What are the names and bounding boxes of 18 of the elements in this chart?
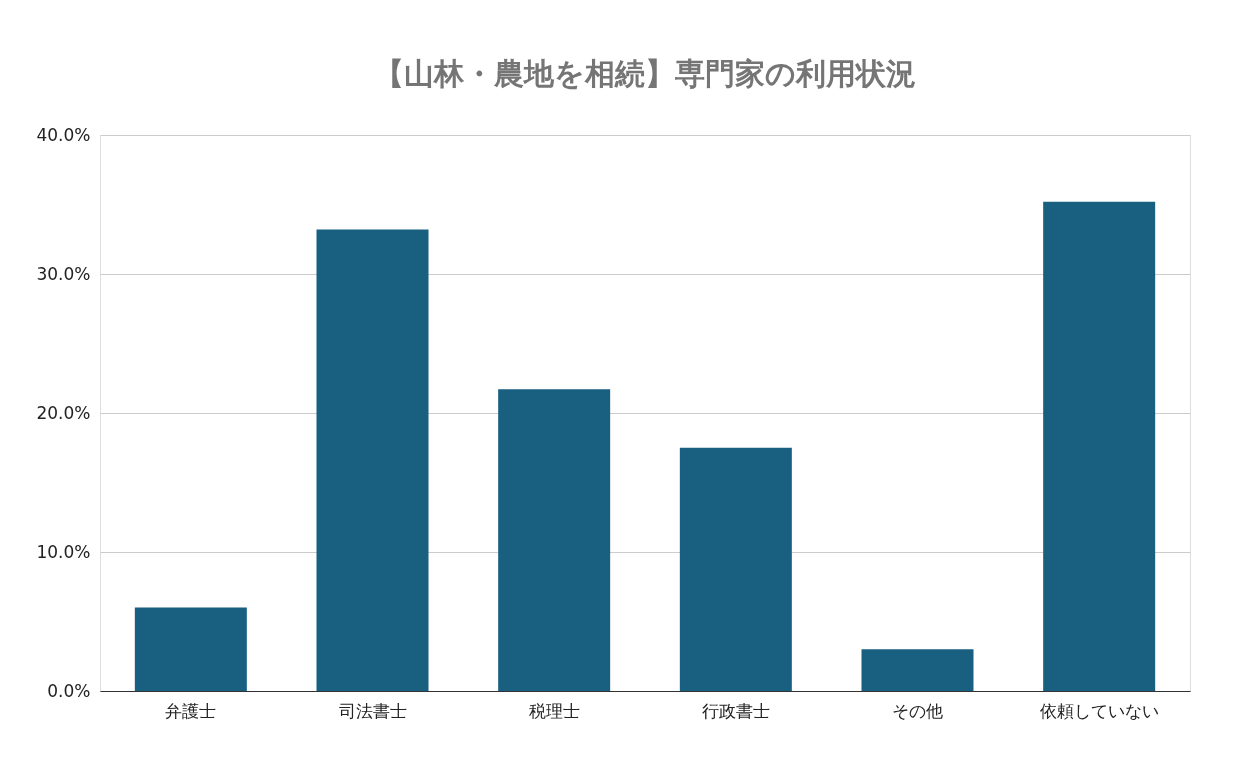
y-tick-label: 40.0% xyxy=(36,124,91,145)
y-tick-label: 10.0% xyxy=(36,541,91,562)
y-tick-label: 30.0% xyxy=(36,263,91,284)
bar xyxy=(134,607,247,691)
x-tick-label: 行政書士 xyxy=(701,700,770,721)
bar xyxy=(861,649,974,691)
x-tick-label: 税理士 xyxy=(528,700,580,721)
y-tick-label: 0.0% xyxy=(47,680,91,701)
x-tick-label: 司法書士 xyxy=(338,700,407,721)
bar xyxy=(679,447,792,691)
y-tick-label: 20.0% xyxy=(36,402,91,423)
bar xyxy=(1043,201,1156,691)
bar xyxy=(316,229,429,691)
x-tick-label: 弁護士 xyxy=(165,700,217,721)
x-tick-label: 依頼していない xyxy=(1039,700,1159,721)
bar xyxy=(498,389,611,691)
x-tick-label: その他 xyxy=(892,700,943,721)
chart-title: 【山林・農地を相続】専門家の利用状況 xyxy=(374,56,916,91)
